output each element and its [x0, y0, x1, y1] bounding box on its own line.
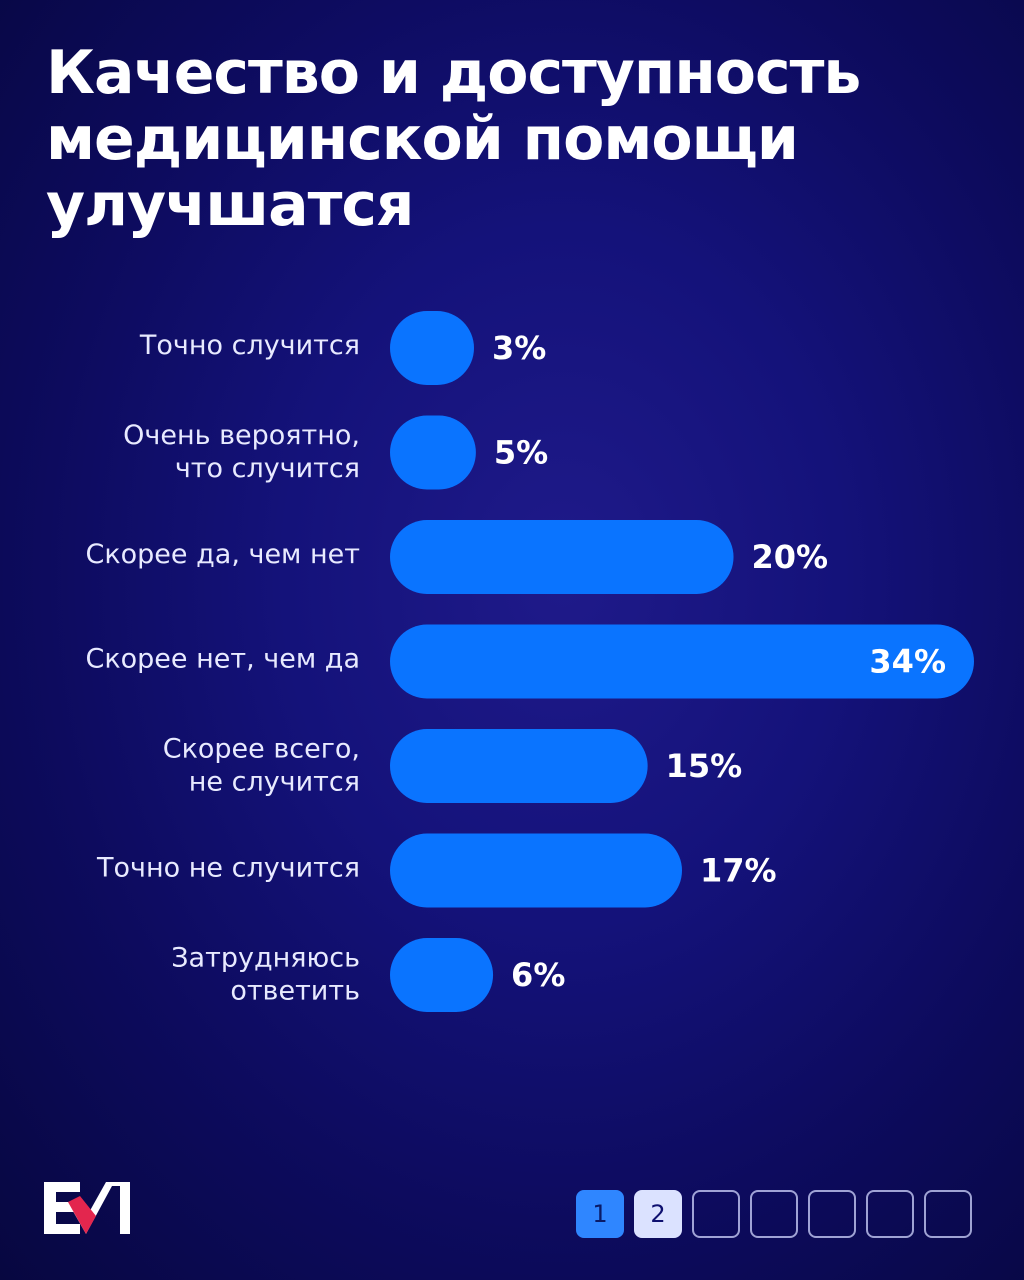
value-label-1: 3% — [492, 329, 546, 367]
page-indicator-7[interactable] — [924, 1190, 972, 1238]
category-label-5: Скорее всего, не случится — [163, 734, 360, 798]
bar-2 — [390, 415, 476, 490]
bar-3 — [390, 520, 734, 594]
value-label-5: 15% — [666, 747, 743, 785]
page-indicator-5[interactable] — [808, 1190, 856, 1238]
category-label-6: Точно не случится — [96, 853, 360, 884]
page-indicator-1[interactable]: 1 — [576, 1190, 624, 1238]
value-label-4: 34% — [869, 643, 946, 681]
value-label-7: 6% — [511, 956, 565, 994]
title-line-2: медицинской помощи — [46, 104, 799, 174]
page-indicator-4[interactable] — [750, 1190, 798, 1238]
category-label-7: Затрудняюсь ответить — [171, 943, 360, 1007]
category-label-1: Точно случится — [139, 330, 360, 361]
brand-logo — [44, 1182, 130, 1234]
value-label-3: 20% — [752, 538, 829, 576]
title-line-3: улучшатся — [46, 170, 414, 240]
category-label-2: Очень вероятно, что случится — [123, 420, 360, 484]
bar-4 — [390, 624, 974, 699]
title-line-1: Качество и доступность — [46, 38, 861, 108]
category-label-3: Скорее да, чем нет — [85, 539, 360, 570]
category-label-4: Скорее нет, чем да — [85, 644, 360, 675]
bar-1 — [390, 311, 474, 385]
value-label-2: 5% — [494, 434, 548, 472]
page-indicator-2[interactable]: 2 — [634, 1190, 682, 1238]
bar-chart: 3% Точно случится 5% Очень вероятно, что слу… — [85, 311, 974, 1012]
bar-6 — [390, 833, 682, 908]
value-label-6: 17% — [700, 852, 777, 890]
page-indicator-6[interactable] — [866, 1190, 914, 1238]
bar-7 — [390, 938, 494, 1012]
bar-5 — [390, 729, 648, 803]
chart-title: Качество и доступность медицинской помощ… — [46, 40, 946, 238]
page-indicator-3[interactable] — [692, 1190, 740, 1238]
